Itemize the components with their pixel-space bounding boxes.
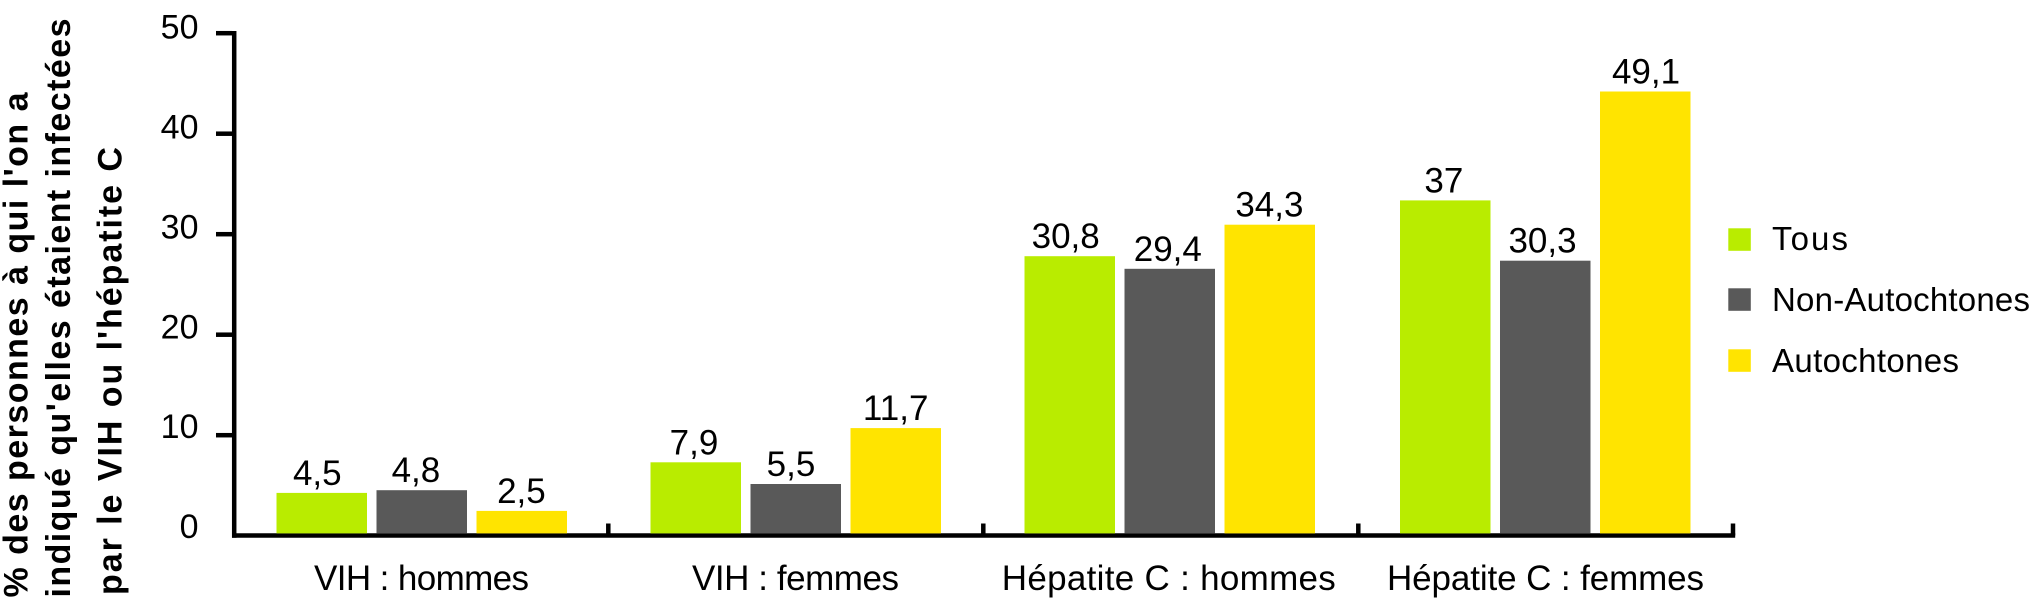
- svg-text:% des personnes à qui l'on a: % des personnes à qui l'on a: [0, 91, 36, 597]
- svg-text:7,9: 7,9: [670, 423, 719, 462]
- svg-text:indiqué qu'elles étaient infec: indiqué qu'elles étaient infectées: [40, 19, 78, 598]
- svg-text:Non-Autochtones: Non-Autochtones: [1772, 281, 2030, 318]
- svg-text:49,1: 49,1: [1612, 53, 1680, 92]
- svg-text:40: 40: [161, 109, 199, 147]
- svg-text:30: 30: [161, 209, 199, 247]
- svg-text:34,3: 34,3: [1235, 186, 1303, 225]
- svg-text:5,5: 5,5: [767, 445, 816, 484]
- svg-text:2,5: 2,5: [497, 472, 546, 511]
- svg-text:Hépatite C : femmes: Hépatite C : femmes: [1387, 559, 1704, 598]
- svg-text:11,7: 11,7: [863, 389, 929, 428]
- svg-text:50: 50: [161, 9, 199, 47]
- svg-text:4,5: 4,5: [293, 454, 342, 493]
- svg-text:37: 37: [1424, 161, 1463, 200]
- svg-text:29,4: 29,4: [1134, 230, 1202, 269]
- svg-text:VIH : hommes: VIH : hommes: [314, 559, 529, 598]
- svg-text:par le VIH ou l'hépatite C: par le VIH ou l'hépatite C: [92, 147, 130, 595]
- svg-text:30,3: 30,3: [1508, 222, 1576, 261]
- svg-text:0: 0: [180, 508, 199, 546]
- svg-text:Hépatite C : hommes: Hépatite C : hommes: [1002, 559, 1336, 598]
- svg-text:Autochtones: Autochtones: [1772, 342, 1959, 379]
- svg-text:30,8: 30,8: [1032, 217, 1100, 256]
- svg-text:20: 20: [161, 308, 199, 346]
- svg-text:4,8: 4,8: [392, 451, 441, 490]
- svg-text:VIH : femmes: VIH : femmes: [692, 559, 899, 598]
- svg-text:10: 10: [161, 408, 199, 446]
